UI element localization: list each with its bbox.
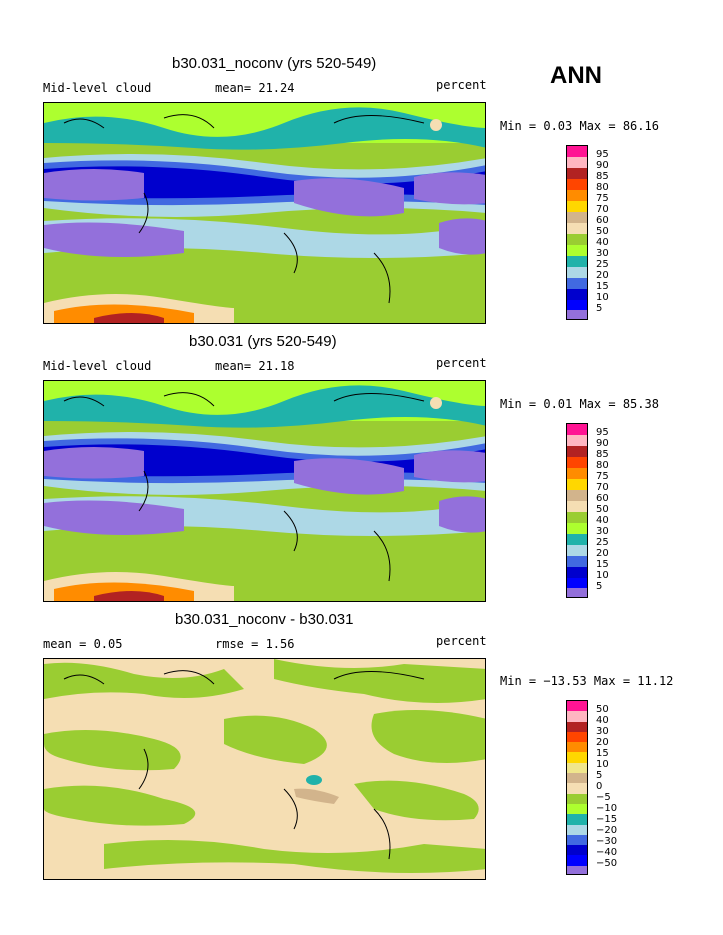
panel-3-colorbar-label: −5 — [596, 792, 611, 803]
panel-3-colorbar-label: −15 — [596, 814, 618, 825]
panel-1-colorbar-label: 80 — [596, 182, 609, 193]
panel-2-colorbar-label: 15 — [596, 559, 609, 570]
panel-1-colorbar-label: 75 — [596, 193, 609, 204]
panel-2-colorbar-label: 80 — [596, 460, 609, 471]
panel-3-colorbar-label: −10 — [596, 803, 618, 814]
panel-1-colorbar-label: 20 — [596, 270, 609, 281]
panel-1-colorbar-label: 90 — [596, 160, 609, 171]
panel-3-title: b30.031_noconv - b30.031 — [175, 611, 354, 628]
panel-3-map — [43, 658, 486, 880]
panel-2-colorbar-label: 40 — [596, 515, 609, 526]
panel-1-title: b30.031_noconv (yrs 520-549) — [172, 55, 377, 72]
panel-3-colorbar-label: −50 — [596, 858, 618, 869]
panel-2-colorbar: 95 90 85 80 75 70 60 50 40 30 25 20 15 1… — [566, 423, 609, 598]
panel-3-colorbar-swatches — [566, 700, 588, 875]
panel-3-colorbar-label: 15 — [596, 748, 609, 759]
panel-2-units-label: percent — [436, 356, 487, 370]
panel-2-colorbar-label: 20 — [596, 548, 609, 559]
panel-3-colorbar-label: 10 — [596, 759, 609, 770]
panel-3-colorbar-label: 50 — [596, 704, 609, 715]
panel-1-colorbar-label: 70 — [596, 204, 609, 215]
panel-2-colorbar-label: 5 — [596, 581, 603, 592]
panel-2-colorbar-label: 95 — [596, 427, 609, 438]
panel-2-colorbar-label: 85 — [596, 449, 609, 460]
panel-2-colorbar-label: 60 — [596, 493, 609, 504]
panel-2-colorbar-swatches — [566, 423, 588, 598]
panel-1-colorbar-label: 95 — [596, 149, 609, 160]
panel-3-minmax: Min = −13.53 Max = 11.12 — [500, 674, 674, 688]
panel-1-map — [43, 102, 486, 324]
panel-1-colorbar-swatches — [566, 145, 588, 320]
panel-2-colorbar-label: 75 — [596, 471, 609, 482]
season-label: ANN — [550, 62, 602, 89]
panel-3-colorbar-label: −20 — [596, 825, 618, 836]
panel-2-mean-label: mean= 21.18 — [215, 359, 295, 373]
panel-2-colorbar-label: 50 — [596, 504, 609, 515]
panel-2-colorbar-label: 10 — [596, 570, 609, 581]
panel-1-colorbar-label: 40 — [596, 237, 609, 248]
panel-3-colorbar-label: 0 — [596, 781, 603, 792]
panel-3-colorbar-label: 5 — [596, 770, 603, 781]
panel-2-colorbar-label: 70 — [596, 482, 609, 493]
panel-1-colorbar-label: 15 — [596, 281, 609, 292]
panel-3-colorbar-label: −40 — [596, 847, 618, 858]
panel-3-colorbar-label: −30 — [596, 836, 618, 847]
panel-3-contour-field — [44, 659, 485, 879]
panel-1-colorbar-label: 10 — [596, 292, 609, 303]
panel-3-colorbar-label: 20 — [596, 737, 609, 748]
panel-2-colorbar-label: 25 — [596, 537, 609, 548]
panel-1-contour-field — [44, 103, 485, 323]
panel-1-colorbar-label: 25 — [596, 259, 609, 270]
panel-1-colorbar-label: 85 — [596, 171, 609, 182]
panel-2-variable-label: Mid-level cloud — [43, 359, 152, 373]
panel-1-minmax: Min = 0.03 Max = 86.16 — [500, 119, 659, 133]
panel-3-rmse-label: rmse = 1.56 — [215, 637, 295, 651]
panel-2-contour-field — [44, 381, 485, 601]
panel-1-colorbar-label: 50 — [596, 226, 609, 237]
panel-3-colorbar-label: 30 — [596, 726, 609, 737]
panel-1-variable-label: Mid-level cloud — [43, 81, 152, 95]
panel-2-colorbar-label: 90 — [596, 438, 609, 449]
panel-1-units-label: percent — [436, 78, 487, 92]
panel-2-colorbar-label: 30 — [596, 526, 609, 537]
panel-3-mean-label: mean = 0.05 — [43, 637, 123, 651]
panel-1-colorbar-label: 30 — [596, 248, 609, 259]
panel-1-mean-label: mean= 21.24 — [215, 81, 295, 95]
panel-1-colorbar-label: 5 — [596, 303, 603, 314]
panel-1-colorbar: 95 90 85 80 75 70 60 50 40 30 25 20 15 1… — [566, 145, 609, 320]
panel-2-minmax: Min = 0.01 Max = 85.38 — [500, 397, 659, 411]
panel-2-title: b30.031 (yrs 520-549) — [189, 333, 337, 350]
panel-1-colorbar-label: 60 — [596, 215, 609, 226]
panel-2-map — [43, 380, 486, 602]
panel-3-units-label: percent — [436, 634, 487, 648]
panel-3-colorbar-label: 40 — [596, 715, 609, 726]
panel-3-colorbar: 50 40 30 20 15 10 5 0 −5 −10 −15 −20 −30… — [566, 700, 617, 875]
